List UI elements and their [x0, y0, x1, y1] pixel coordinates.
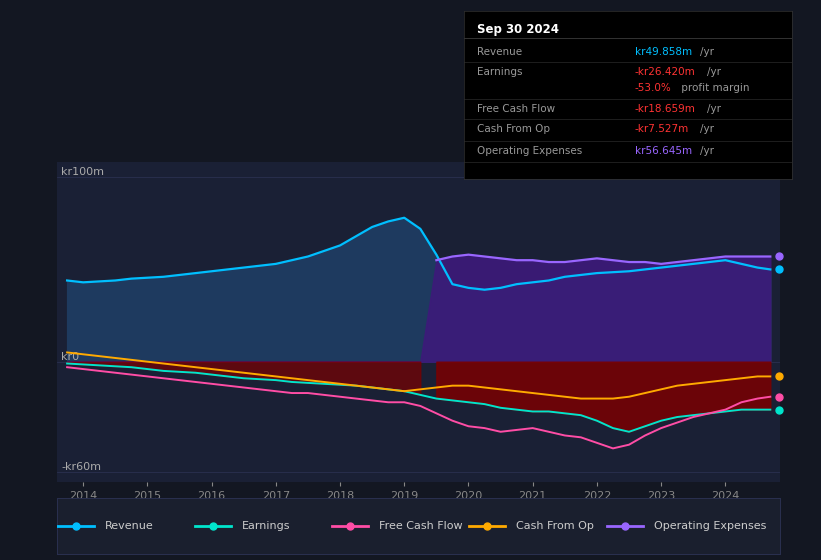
Text: Earnings: Earnings — [477, 67, 522, 77]
Text: Free Cash Flow: Free Cash Flow — [379, 521, 462, 531]
Text: -kr7.527m: -kr7.527m — [635, 124, 689, 134]
Text: kr100m: kr100m — [61, 167, 104, 177]
Text: Earnings: Earnings — [241, 521, 290, 531]
Text: -53.0%: -53.0% — [635, 83, 672, 94]
Text: kr49.858m: kr49.858m — [635, 46, 692, 57]
Text: /yr: /yr — [699, 146, 713, 156]
Text: profit margin: profit margin — [678, 83, 750, 94]
Text: Cash From Op: Cash From Op — [477, 124, 550, 134]
Text: kr56.645m: kr56.645m — [635, 146, 692, 156]
Text: /yr: /yr — [699, 46, 713, 57]
Text: Cash From Op: Cash From Op — [516, 521, 594, 531]
Text: /yr: /yr — [707, 104, 721, 114]
Text: -kr18.659m: -kr18.659m — [635, 104, 695, 114]
Text: Revenue: Revenue — [104, 521, 154, 531]
Text: -kr26.420m: -kr26.420m — [635, 67, 695, 77]
Text: Operating Expenses: Operating Expenses — [654, 521, 766, 531]
Text: -kr60m: -kr60m — [61, 463, 101, 473]
Text: Free Cash Flow: Free Cash Flow — [477, 104, 555, 114]
Text: Revenue: Revenue — [477, 46, 522, 57]
Text: Sep 30 2024: Sep 30 2024 — [477, 23, 559, 36]
Text: /yr: /yr — [699, 124, 713, 134]
Text: /yr: /yr — [707, 67, 721, 77]
Text: Operating Expenses: Operating Expenses — [477, 146, 582, 156]
Text: kr0: kr0 — [61, 352, 79, 362]
